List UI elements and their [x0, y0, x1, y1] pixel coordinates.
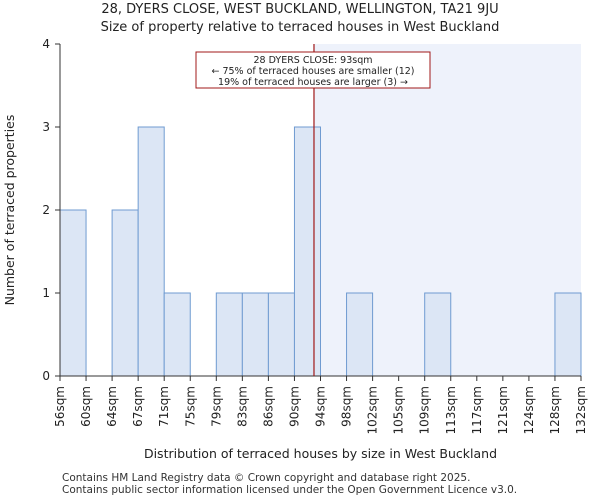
annotation-line: 28 DYERS CLOSE: 93sqm	[253, 55, 372, 66]
y-tick-label: 4	[42, 37, 50, 51]
y-tick-label: 1	[42, 286, 50, 300]
x-tick-label: 113sqm	[444, 386, 458, 434]
x-tick-label: 90sqm	[287, 386, 301, 427]
x-tick-label: 83sqm	[235, 386, 249, 427]
histogram-bar	[59, 209, 87, 377]
histogram-bar	[163, 292, 191, 377]
histogram-bar	[554, 292, 582, 377]
x-tick-label: 64sqm	[105, 386, 119, 427]
annotation-box	[195, 51, 431, 89]
x-tick-label: 105sqm	[392, 386, 406, 434]
x-tick-label: 60sqm	[79, 386, 93, 427]
histogram-bar	[346, 292, 374, 377]
x-tick-label: 75sqm	[183, 386, 197, 427]
histogram-bar	[424, 292, 452, 377]
annotation-line: 19% of terraced houses are larger (3) →	[218, 77, 408, 88]
x-tick-label: 128sqm	[548, 386, 562, 434]
footer-copyright: Contains HM Land Registry data © Crown c…	[62, 472, 471, 484]
x-tick-label: 86sqm	[261, 386, 275, 427]
chart-subtitle: Size of property relative to terraced ho…	[100, 20, 500, 35]
histogram-bar	[111, 209, 139, 377]
x-axis-label: Distribution of terraced houses by size …	[144, 446, 497, 461]
chart-title: 28, DYERS CLOSE, WEST BUCKLAND, WELLINGT…	[101, 2, 499, 17]
x-tick-label: 132sqm	[574, 386, 588, 434]
annotation-line: ← 75% of terraced houses are smaller (12…	[211, 66, 414, 77]
x-tick-label: 102sqm	[366, 386, 380, 434]
y-axis-label: Number of terraced properties	[2, 115, 17, 306]
x-tick-label: 67sqm	[131, 386, 145, 427]
x-tick-label: 94sqm	[314, 386, 328, 427]
x-tick-label: 71sqm	[157, 386, 171, 427]
y-tick-label: 2	[42, 203, 50, 217]
y-tick-label: 0	[42, 369, 50, 383]
x-tick-label: 117sqm	[470, 386, 484, 434]
x-tick-label: 79sqm	[209, 386, 223, 427]
x-tick-label: 56sqm	[53, 386, 67, 427]
histogram-bar	[241, 292, 269, 377]
x-tick-label: 109sqm	[418, 386, 432, 434]
x-tick-label: 121sqm	[496, 386, 510, 434]
x-tick-label: 124sqm	[522, 386, 536, 434]
histogram-bar	[267, 292, 295, 377]
histogram-bar	[215, 292, 243, 377]
histogram-bar	[293, 126, 322, 377]
y-tick-label: 3	[42, 120, 50, 134]
footer-licence: Contains public sector information licen…	[62, 484, 518, 496]
x-tick-label: 98sqm	[340, 386, 354, 427]
histogram-bar	[137, 126, 165, 377]
